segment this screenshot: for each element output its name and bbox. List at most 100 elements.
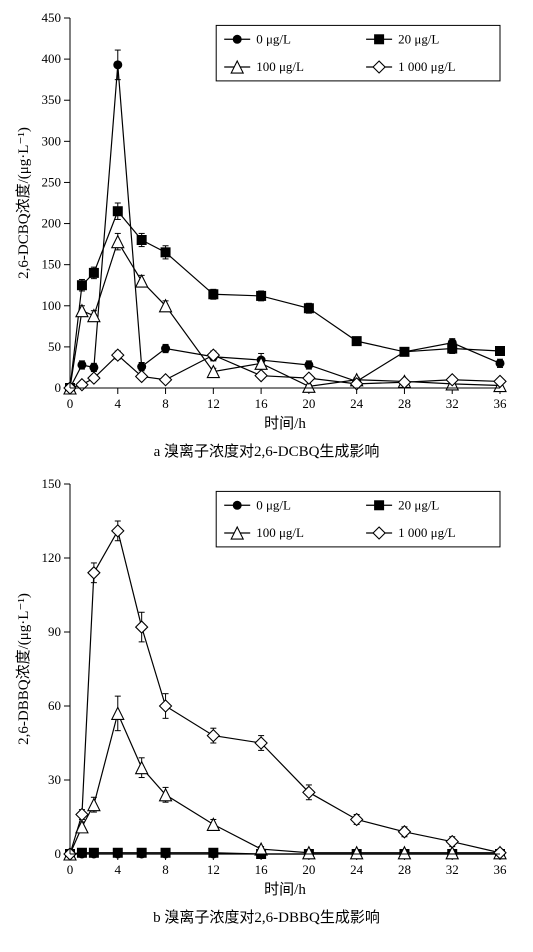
ytick-label: 200 — [42, 216, 62, 231]
data-marker — [77, 848, 87, 858]
ytick-label: 30 — [48, 772, 61, 787]
data-marker — [89, 363, 98, 372]
xtick-label: 20 — [302, 396, 315, 411]
y-axis-label: 2,6-DCBQ浓度/(μg·L⁻¹) — [15, 127, 32, 279]
legend-label: 0 μg/L — [256, 497, 291, 512]
xtick-label: 28 — [398, 862, 411, 877]
data-marker — [207, 366, 219, 378]
legend-label: 1 000 μg/L — [398, 59, 456, 74]
data-marker — [374, 500, 384, 510]
data-marker — [255, 370, 267, 382]
xtick-label: 32 — [446, 862, 459, 877]
xtick-label: 4 — [115, 862, 122, 877]
xtick-label: 16 — [255, 396, 269, 411]
data-marker — [446, 836, 458, 848]
series-line-2 — [70, 713, 500, 854]
data-marker — [233, 501, 242, 510]
xtick-label: 24 — [350, 396, 364, 411]
data-marker — [303, 372, 315, 384]
ytick-label: 150 — [42, 257, 62, 272]
data-marker — [207, 730, 219, 742]
data-marker — [76, 379, 88, 391]
ytick-label: 0 — [55, 846, 62, 861]
ytick-label: 0 — [55, 380, 62, 395]
data-marker — [160, 700, 172, 712]
data-marker — [136, 621, 148, 633]
xtick-label: 28 — [398, 396, 411, 411]
ytick-label: 400 — [42, 51, 62, 66]
series-line-0 — [70, 65, 500, 388]
ytick-label: 90 — [48, 624, 61, 639]
data-marker — [77, 280, 87, 290]
ytick-label: 50 — [48, 339, 61, 354]
legend-label: 20 μg/L — [398, 497, 439, 512]
xtick-label: 24 — [350, 862, 364, 877]
data-marker — [304, 360, 313, 369]
legend-label: 100 μg/L — [256, 525, 304, 540]
chart-a-caption: a 溴离子浓度对2,6-DCBQ生成影响 — [10, 440, 523, 461]
legend-label: 100 μg/L — [256, 59, 304, 74]
data-marker — [352, 336, 362, 346]
xtick-label: 16 — [255, 862, 269, 877]
legend-label: 20 μg/L — [398, 31, 439, 46]
xtick-label: 8 — [162, 862, 169, 877]
data-marker — [160, 374, 172, 386]
ytick-label: 150 — [42, 476, 62, 491]
chart-b-caption: b 溴离子浓度对2,6-DBBQ生成影响 — [10, 906, 523, 927]
data-marker — [136, 275, 148, 287]
data-marker — [88, 799, 100, 811]
xtick-label: 12 — [207, 862, 220, 877]
series-line-2 — [70, 242, 500, 388]
xtick-label: 8 — [162, 396, 169, 411]
data-marker — [208, 289, 218, 299]
data-marker — [137, 235, 147, 245]
data-marker — [398, 826, 410, 838]
ytick-label: 100 — [42, 298, 62, 313]
data-marker — [112, 525, 124, 537]
data-marker — [77, 360, 86, 369]
data-marker — [89, 268, 99, 278]
series-line-3 — [70, 531, 500, 854]
xtick-label: 0 — [67, 862, 74, 877]
xtick-label: 32 — [446, 396, 459, 411]
legend-label: 0 μg/L — [256, 31, 291, 46]
legend-label: 1 000 μg/L — [398, 525, 456, 540]
data-marker — [88, 567, 100, 579]
data-marker — [113, 848, 123, 858]
data-marker — [161, 848, 171, 858]
ytick-label: 350 — [42, 92, 62, 107]
data-marker — [207, 818, 219, 830]
xtick-label: 20 — [302, 862, 315, 877]
chart-b-svg: 030609012015004812162024283236时间/h2,6-DB… — [10, 476, 523, 904]
xtick-label: 12 — [207, 396, 220, 411]
data-marker — [137, 848, 147, 858]
xtick-label: 4 — [115, 396, 122, 411]
data-marker — [113, 60, 122, 69]
data-marker — [89, 848, 99, 858]
data-marker — [256, 291, 266, 301]
data-marker — [208, 848, 218, 858]
data-marker — [304, 303, 314, 313]
data-marker — [136, 762, 148, 774]
data-marker — [112, 236, 124, 248]
data-marker — [112, 707, 124, 719]
xtick-label: 0 — [67, 396, 74, 411]
x-axis-label: 时间/h — [264, 415, 306, 432]
data-marker — [233, 35, 242, 44]
data-marker — [447, 344, 457, 354]
chart-a: 0501001502002503003504004500481216202428… — [10, 10, 523, 461]
data-marker — [399, 347, 409, 357]
data-marker — [76, 305, 88, 317]
data-marker — [161, 247, 171, 257]
ytick-label: 300 — [42, 133, 62, 148]
data-marker — [496, 359, 505, 368]
series-line-1 — [70, 211, 500, 388]
data-marker — [495, 346, 505, 356]
data-marker — [373, 527, 385, 539]
data-marker — [161, 344, 170, 353]
xtick-label: 36 — [494, 862, 508, 877]
y-axis-label: 2,6-DBBQ浓度/(μg·L⁻¹) — [15, 593, 32, 745]
data-marker — [113, 206, 123, 216]
ytick-label: 450 — [42, 10, 62, 25]
ytick-label: 60 — [48, 698, 61, 713]
